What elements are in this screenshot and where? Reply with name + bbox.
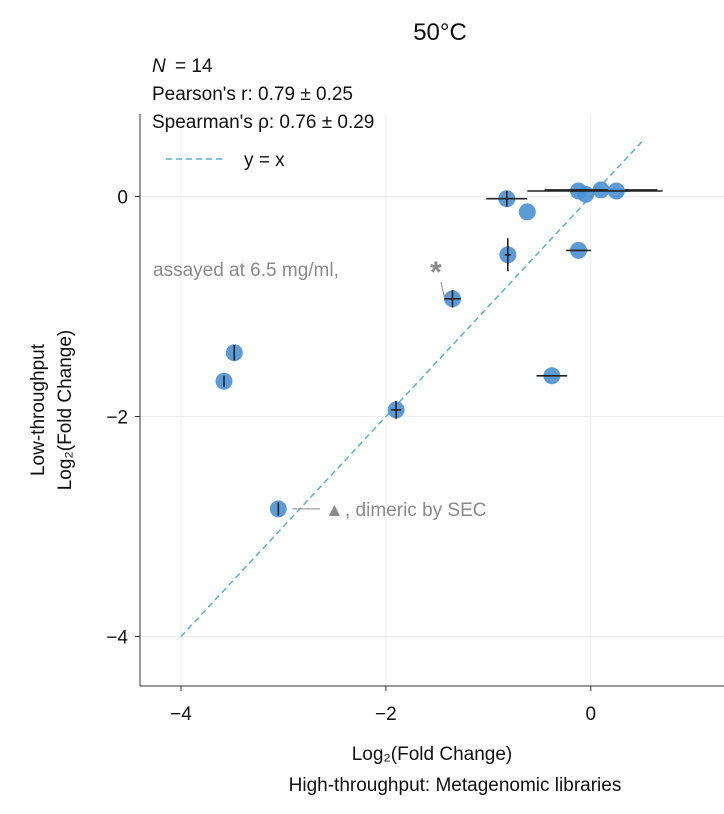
y-tick-label-1: −2 <box>106 408 128 429</box>
axis-ticks: −4 −2 0 −4 −2 0 <box>106 188 596 726</box>
x-tick-label-1: −2 <box>375 704 397 725</box>
n-value: = 14 <box>175 56 213 77</box>
data-points <box>215 181 663 518</box>
x-tick-label-0: −4 <box>170 704 192 725</box>
annotation-asterisk: * <box>430 256 442 289</box>
annotation-concentration-text: assayed at 6.5 mg/ml, <box>153 260 339 281</box>
annotation-dimeric-text: , dimeric by SEC <box>345 500 486 521</box>
reference-line <box>180 140 643 638</box>
spearman-stat: Spearman's ρ: 0.76 ± 0.29 <box>152 112 374 133</box>
pearson-stat: Pearson's r: 0.79 ± 0.25 <box>152 84 353 105</box>
grid-lines <box>140 114 724 686</box>
legend-label: y = x <box>244 150 285 171</box>
chart-title: 50°C <box>413 19 467 46</box>
y-tick-label-2: 0 <box>117 188 128 209</box>
reference-line-layer <box>180 140 643 638</box>
data-point-7 <box>518 203 536 221</box>
n-symbol: N <box>152 56 166 77</box>
n-count: N = 14 <box>152 56 213 77</box>
x-tick-label-2: 0 <box>586 704 597 725</box>
annotation-triangle: ▲ <box>325 500 344 521</box>
x-axis-sublabel: High-throughput: Metagenomic libraries <box>289 775 622 796</box>
annotation-layer: assayed at 6.5 mg/ml, * ▲, dimeric by SEC <box>153 256 486 521</box>
y-axis-label-bottom: Log₂(Fold Change) <box>55 330 76 491</box>
annotation-connector-1 <box>440 281 449 297</box>
x-axis-label: Log₂(Fold Change) <box>352 744 513 765</box>
data-point-11 <box>577 185 595 203</box>
y-tick-label-0: −4 <box>106 628 128 649</box>
y-axis-label-top: Low-throughput <box>28 343 49 476</box>
